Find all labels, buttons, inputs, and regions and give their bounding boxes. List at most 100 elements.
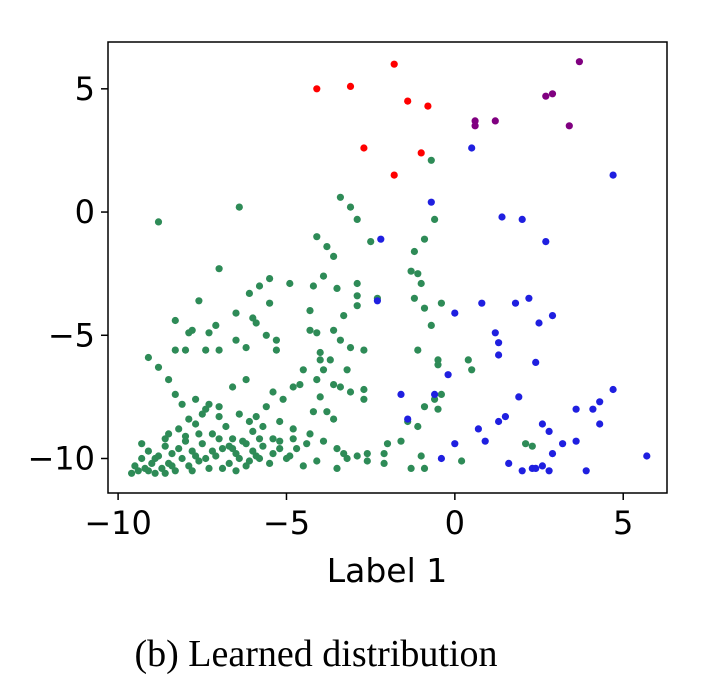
data-point [313, 376, 321, 384]
x-tick-label: −10 [84, 504, 152, 542]
data-point [185, 415, 193, 423]
data-point [609, 171, 617, 179]
data-point [178, 400, 186, 408]
data-point [255, 435, 264, 443]
data-point [518, 215, 526, 223]
data-point [255, 282, 264, 290]
data-point [165, 430, 173, 438]
data-point [279, 395, 287, 403]
data-point [192, 420, 200, 428]
data-point [373, 297, 381, 305]
data-point [249, 427, 257, 435]
data-point [532, 464, 540, 472]
data-point [161, 442, 169, 450]
data-point [266, 275, 274, 283]
data-point [222, 422, 230, 431]
data-point [333, 464, 341, 472]
data-point [353, 292, 361, 300]
data-point [542, 238, 550, 246]
data-point [565, 122, 573, 130]
y-tick-label: 0 [75, 193, 95, 231]
data-point [427, 321, 435, 329]
data-point [195, 430, 203, 438]
data-point [202, 454, 210, 463]
data-point [596, 398, 604, 406]
data-point [269, 450, 277, 458]
data-point [229, 445, 237, 453]
data-point [340, 312, 348, 320]
y-tick-label: −5 [48, 316, 95, 354]
data-point [296, 381, 304, 389]
axis-ticks: −10 −5 0 5 5 0 −5 −10 [27, 70, 633, 542]
data-point [474, 425, 482, 433]
data-point [495, 417, 503, 426]
data-point [360, 346, 368, 354]
data-point [229, 383, 237, 391]
data-point [380, 459, 388, 467]
data-point [404, 415, 412, 423]
data-point [518, 467, 526, 475]
data-point [181, 346, 190, 354]
data-point [289, 383, 297, 391]
data-point [276, 445, 284, 453]
data-point [306, 326, 314, 334]
data-point [215, 413, 223, 421]
data-point [235, 410, 243, 418]
data-point [471, 117, 479, 125]
data-point [397, 390, 405, 398]
data-point [407, 464, 415, 472]
data-point [313, 329, 321, 337]
y-tick-label: −10 [27, 439, 95, 477]
data-point [468, 366, 476, 374]
data-point [165, 376, 173, 384]
data-point [589, 405, 597, 413]
data-point [178, 454, 186, 463]
data-point [437, 299, 445, 307]
data-point [316, 356, 324, 364]
data-point [353, 452, 361, 460]
figure-caption: (b) Learned distribution [134, 633, 497, 675]
data-point [582, 467, 590, 475]
data-point [144, 447, 152, 455]
data-point [545, 467, 553, 475]
data-point [242, 376, 250, 384]
data-point [505, 459, 513, 467]
data-point [548, 450, 557, 458]
data-point [548, 312, 557, 320]
data-point [218, 464, 227, 472]
data-point [407, 267, 415, 275]
data-point [609, 385, 617, 394]
data-point [138, 454, 146, 463]
data-point [252, 413, 260, 421]
data-point [427, 198, 435, 206]
data-point [262, 331, 270, 339]
data-point [390, 60, 398, 68]
data-point [151, 454, 159, 463]
data-point [437, 454, 445, 463]
data-point [548, 90, 557, 98]
data-point [478, 299, 486, 307]
data-point [525, 294, 533, 302]
data-point [272, 336, 280, 344]
data-point [188, 467, 196, 475]
data-point [397, 437, 405, 445]
data-point [367, 238, 375, 246]
data-point [464, 356, 472, 364]
data-point [168, 450, 176, 458]
data-point [232, 336, 240, 344]
data-point [128, 469, 136, 477]
data-point [330, 381, 338, 389]
x-tick-label: 5 [613, 504, 633, 542]
data-point [289, 425, 297, 433]
data-point [131, 462, 139, 470]
data-point [336, 383, 344, 391]
data-point [545, 427, 553, 435]
data-point [316, 348, 324, 357]
data-point [249, 447, 257, 455]
data-point [289, 435, 297, 443]
data-point [528, 442, 536, 450]
data-point [303, 440, 311, 448]
data-point [272, 346, 280, 354]
data-point [346, 203, 355, 211]
